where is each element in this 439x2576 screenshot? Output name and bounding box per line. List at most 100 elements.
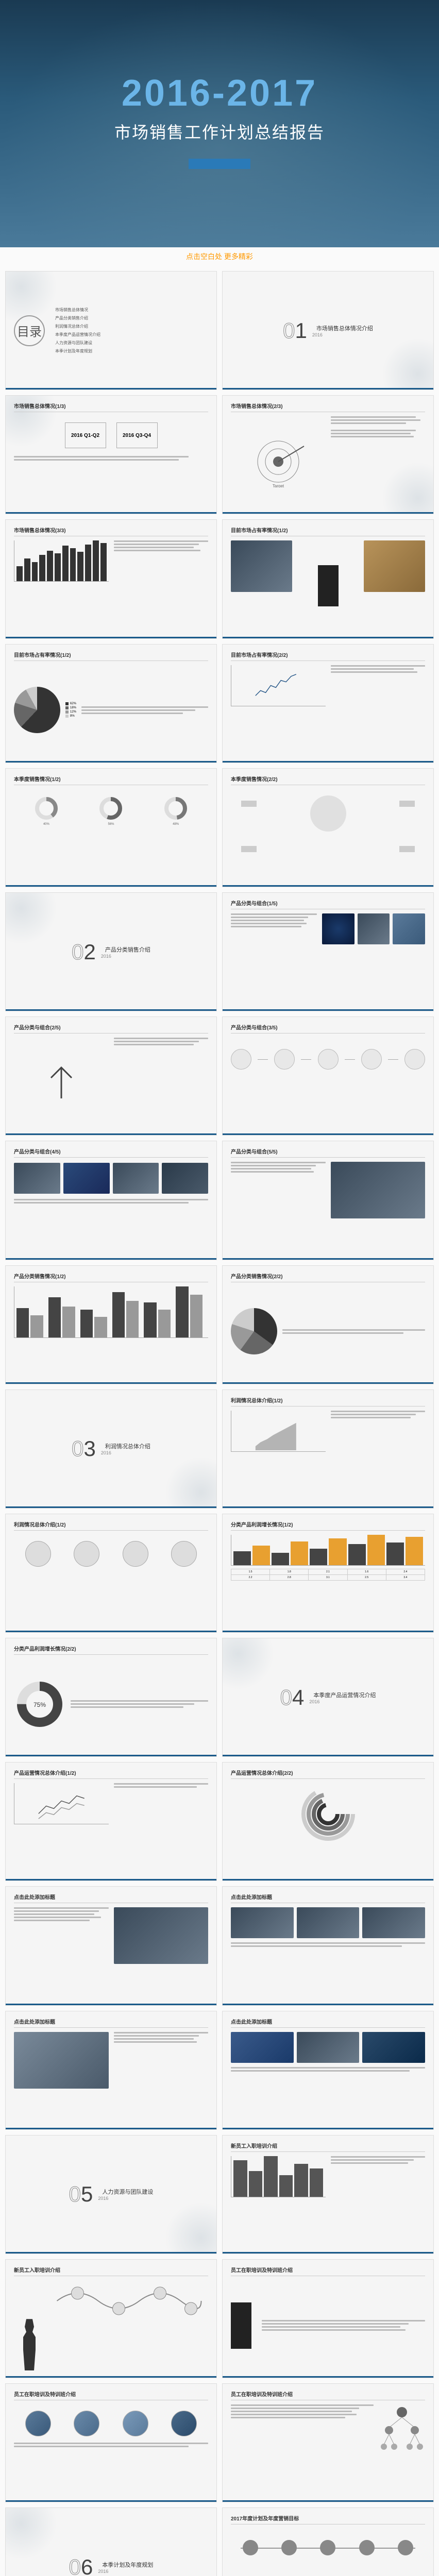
flow-arrow <box>388 1059 398 1060</box>
flow-arrow <box>301 1059 311 1060</box>
slide-25: 点击此处添加标题 <box>5 1886 217 2005</box>
slide-32: 员工在职培训及特训班介绍 <box>222 2259 434 2378</box>
section-num-outline: 0 <box>283 318 295 343</box>
quarter-badge: 2016 Q3-Q4 <box>116 422 158 448</box>
image-placeholder <box>297 1907 360 1938</box>
section-03: 03 利润情况总体介绍 2016 <box>5 1389 217 1509</box>
slide-27: 点击此处添加标题 <box>5 2011 217 2130</box>
flow-arrow <box>258 1059 268 1060</box>
section-title: 利润情况总体介绍 <box>105 1442 150 1450</box>
slide-toc: 目录 市场销售总体情况 产品分类销售介绍 利润情况总体介绍 本季度产品运营情况介… <box>5 271 217 390</box>
image-placeholder <box>231 2032 294 2063</box>
slide-8: 目前市场占有率情况(2/2) <box>222 644 434 763</box>
line-chart <box>14 1783 109 1824</box>
bar-chart <box>231 2156 326 2197</box>
toc-item: 利润情况总体介绍 <box>55 323 100 331</box>
toc-item: 本季计划及年度规划 <box>55 347 100 355</box>
person-icon <box>231 2302 251 2349</box>
slide-title: 产品分类与组合(4/5) <box>14 1147 208 1158</box>
slide-title: 点击此处添加标题 <box>14 1893 208 1903</box>
donut-chart <box>98 795 124 821</box>
timeline-node <box>320 2540 335 2555</box>
section-title: 本季计划及年度规划 <box>102 2561 153 2569</box>
slide-17: 产品分类销售情况(2/2) <box>222 1265 434 1384</box>
cover-year: 2016-2017 <box>0 0 439 114</box>
photo-circle <box>25 2411 51 2436</box>
slide-title: 产品分类销售情况(1/2) <box>14 1272 208 1282</box>
slide-title: 产品运营情况总体介绍(1/2) <box>14 1769 208 1779</box>
timeline-node <box>398 2540 413 2555</box>
image-placeholder <box>14 1163 60 1194</box>
radial-chart <box>300 1786 357 1842</box>
target-diagram: Target <box>247 436 309 487</box>
bar-chart <box>231 1535 425 1566</box>
image-placeholder <box>297 2032 360 2063</box>
toc-item: 人力资源与团队建设 <box>55 339 100 347</box>
image-placeholder <box>358 913 390 944</box>
pie-chart <box>14 687 60 733</box>
slide-24: 产品运营情况总体介绍(2/2) <box>222 1762 434 1881</box>
image-placeholder <box>114 1907 209 1964</box>
orbit-item <box>399 801 415 807</box>
central-hub <box>310 795 346 832</box>
cover-accent-bar <box>189 159 250 169</box>
slide-6: 目前市场占有率情况(1/2) <box>222 519 434 638</box>
section-04: 04 本季度产品运营情况介绍 2016 <box>222 1638 434 1757</box>
image-placeholder <box>231 1907 294 1938</box>
photo-circle <box>171 2411 197 2436</box>
slide-title: 产品分类销售情况(2/2) <box>231 1272 425 1282</box>
slide-4: 市场销售总体情况(2/3) Target <box>222 395 434 514</box>
image-placeholder <box>322 913 354 944</box>
arrow-up-icon <box>36 1057 87 1109</box>
flow-node <box>231 1049 251 1070</box>
slide-title: 员工在职培训及特训班介绍 <box>14 2390 208 2400</box>
slide-19: 利润情况总体介绍(1/2) <box>222 1389 434 1509</box>
slide-title: 点击此处添加标题 <box>231 1893 425 1903</box>
donut-large: 75% <box>14 1679 65 1730</box>
timeline-node <box>243 2540 258 2555</box>
flow-node <box>318 1049 339 1070</box>
slide-16: 产品分类销售情况(1/2) <box>5 1265 217 1384</box>
slide-26: 点击此处添加标题 <box>222 1886 434 2005</box>
section-num: 1 <box>295 318 307 343</box>
slide-title: 目前市场占有率情况(1/2) <box>231 526 425 536</box>
flow-node <box>274 1049 295 1070</box>
image-placeholder <box>63 1163 110 1194</box>
slide-title: 本季度销售情况(2/2) <box>231 775 425 785</box>
data-table: 1.51.82.11.62.4 2.22.83.12.53.4 <box>231 1569 425 1581</box>
orbit-item <box>241 846 257 852</box>
target-label: Target <box>273 484 284 487</box>
slide-title: 产品分类与组合(2/5) <box>14 1023 208 1033</box>
slide-11: 产品分类与组合(1/5) <box>222 892 434 1011</box>
section-05: 05 人力资源与团队建设 2016 <box>5 2135 217 2254</box>
toc-list: 市场销售总体情况 产品分类销售介绍 利润情况总体介绍 本季度产品运营情况介绍 人… <box>55 306 100 355</box>
wave-timeline <box>50 2280 208 2321</box>
photo-circle <box>123 2411 148 2436</box>
slide-title: 利润情况总体介绍(1/2) <box>231 1396 425 1406</box>
image-placeholder <box>362 2032 425 2063</box>
bar-chart <box>14 540 109 582</box>
cover-slide: 2016-2017 市场销售工作计划总结报告 <box>0 0 439 247</box>
slide-title: 目前市场占有率情况(1/2) <box>14 651 208 661</box>
slide-12: 产品分类与组合(2/5) <box>5 1016 217 1136</box>
section-year: 2016 <box>98 2196 153 2201</box>
section-title: 市场销售总体情况介绍 <box>316 324 373 332</box>
slide-title: 点击此处添加标题 <box>14 2018 208 2028</box>
slide-15: 产品分类与组合(5/5) <box>222 1141 434 1260</box>
section-year: 2016 <box>309 1699 376 1704</box>
metric-circle <box>171 1541 197 1567</box>
slide-23: 产品运营情况总体介绍(1/2) <box>5 1762 217 1881</box>
slide-13: 产品分类与组合(3/5) <box>222 1016 434 1136</box>
timeline <box>231 2540 425 2555</box>
slide-title: 员工在职培训及特训班介绍 <box>231 2390 425 2400</box>
slide-10: 本季度销售情况(2/2) <box>222 768 434 887</box>
flow-node <box>361 1049 382 1070</box>
slide-20: 利润情况总体介绍(1/2) <box>5 1514 217 1633</box>
section-year: 2016 <box>98 2569 153 2574</box>
slide-title: 2017年度计划及年度营销目标 <box>231 2514 425 2524</box>
grouped-bar-chart <box>14 1286 208 1338</box>
slide-title: 新员工入职培训介绍 <box>14 2266 208 2276</box>
slide-title: 新员工入职培训介绍 <box>231 2142 425 2152</box>
image-placeholder <box>362 1907 425 1938</box>
area-chart <box>231 1411 326 1452</box>
